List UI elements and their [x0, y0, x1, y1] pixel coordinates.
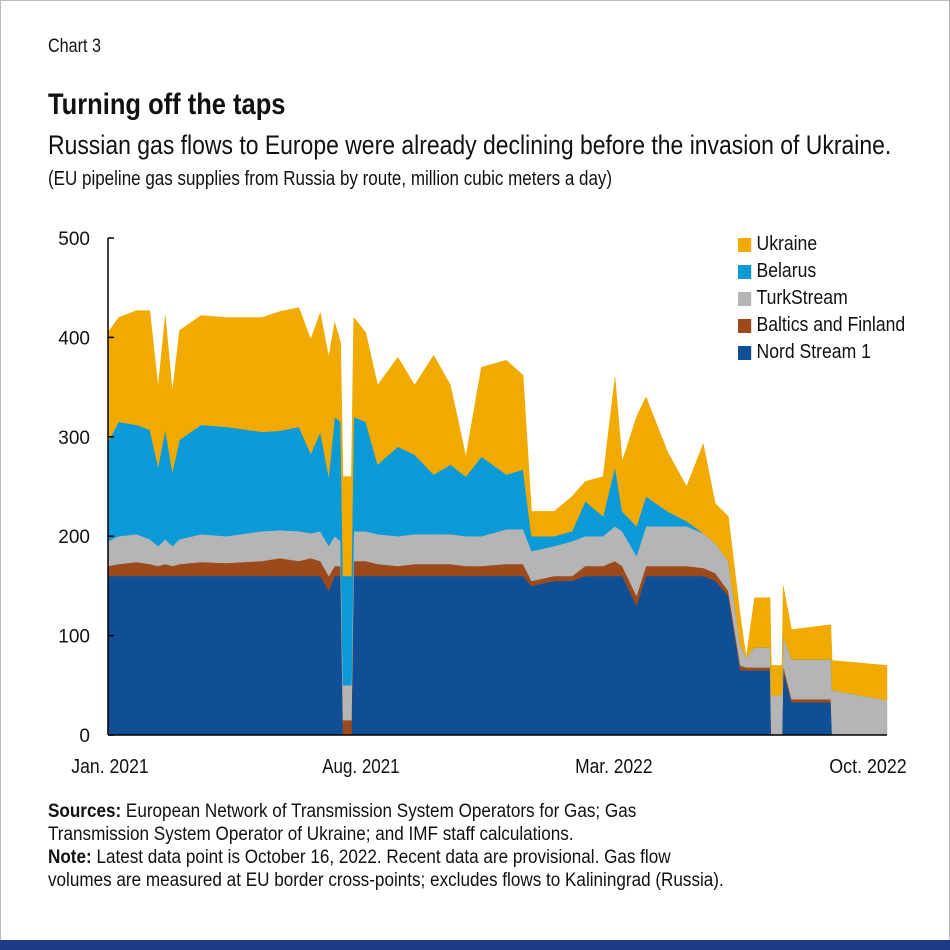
legend-item: Baltics and Finland	[738, 312, 905, 339]
note-line-2: volumes are measured at EU border cross-…	[48, 870, 724, 891]
area-ukraine	[107, 307, 888, 701]
x-tick-label: Oct. 2022	[829, 756, 906, 778]
chart-units: (EU pipeline gas supplies from Russia by…	[48, 168, 613, 190]
legend: Ukraine Belarus TurkStream Baltics and Finl…	[738, 231, 928, 366]
legend-item: TurkStream	[738, 285, 905, 312]
legend-swatch	[738, 318, 752, 333]
legend-label: Baltics and Finland	[756, 314, 906, 336]
chart-subtitle: Russian gas flows to Europe were already…	[48, 130, 892, 160]
bottom-bar	[0, 940, 950, 950]
y-tick-label: 500	[58, 229, 90, 250]
chart-number: Chart 3	[48, 36, 101, 57]
chart-notes: Sources: European Network of Transmissio…	[48, 800, 948, 892]
y-tick-label: 400	[58, 328, 90, 349]
legend-item: Nord Stream 1	[738, 339, 905, 366]
note-text: Latest data point is October 16, 2022. R…	[91, 847, 671, 868]
legend-swatch	[738, 345, 752, 360]
legend-swatch	[738, 237, 752, 252]
sources-line: Sources: European Network of Transmissio…	[48, 800, 858, 823]
chart-title: Turning off the taps	[48, 88, 286, 121]
y-tick-label: 100	[58, 627, 90, 648]
legend-swatch	[738, 291, 752, 306]
sources-text: European Network of Transmission System …	[121, 801, 637, 822]
sources-line-2: Transmission System Operator of Ukraine;…	[48, 824, 574, 845]
sources-label: Sources:	[48, 801, 122, 822]
legend-item: Ukraine	[738, 231, 905, 258]
legend-item: Belarus	[738, 258, 905, 285]
y-tick-label: 200	[58, 527, 90, 548]
y-tick-label: 300	[58, 428, 90, 449]
legend-label: Nord Stream 1	[756, 341, 871, 363]
legend-label: Ukraine	[756, 233, 818, 255]
y-tick-label: 0	[79, 726, 90, 747]
x-tick-label: Jan. 2021	[71, 756, 148, 778]
note-line: Note: Latest data point is October 16, 2…	[48, 846, 858, 869]
note-label: Note:	[48, 847, 92, 868]
x-tick-label: Mar. 2022	[575, 756, 652, 778]
legend-label: TurkStream	[756, 287, 848, 309]
legend-label: Belarus	[756, 260, 817, 282]
legend-swatch	[738, 264, 752, 279]
x-tick-label: Aug. 2021	[322, 756, 399, 778]
